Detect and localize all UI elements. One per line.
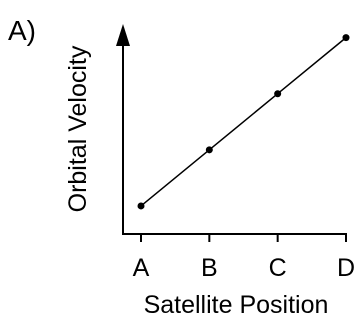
data-point-B [205,146,213,154]
data-point-D [342,34,350,42]
x-tick-label-A: A [133,254,150,282]
y-axis-label: Orbital Velocity [64,45,92,212]
y-axis-arrowhead [116,24,130,46]
x-tick-labels: A B C D [133,254,354,282]
x-tick-label-B: B [201,254,218,282]
x-tick-label-C: C [269,254,287,282]
data-point-A [137,202,145,210]
x-tick-label-D: D [337,254,354,282]
panel-label: A) [8,15,36,46]
x-axis-label: Satellite Position [144,291,329,319]
series-line-group [140,37,347,207]
x-ticks [140,234,347,242]
axes [116,24,347,242]
data-point-C [274,90,282,98]
series-line [140,37,347,207]
data-points-group [137,34,350,210]
